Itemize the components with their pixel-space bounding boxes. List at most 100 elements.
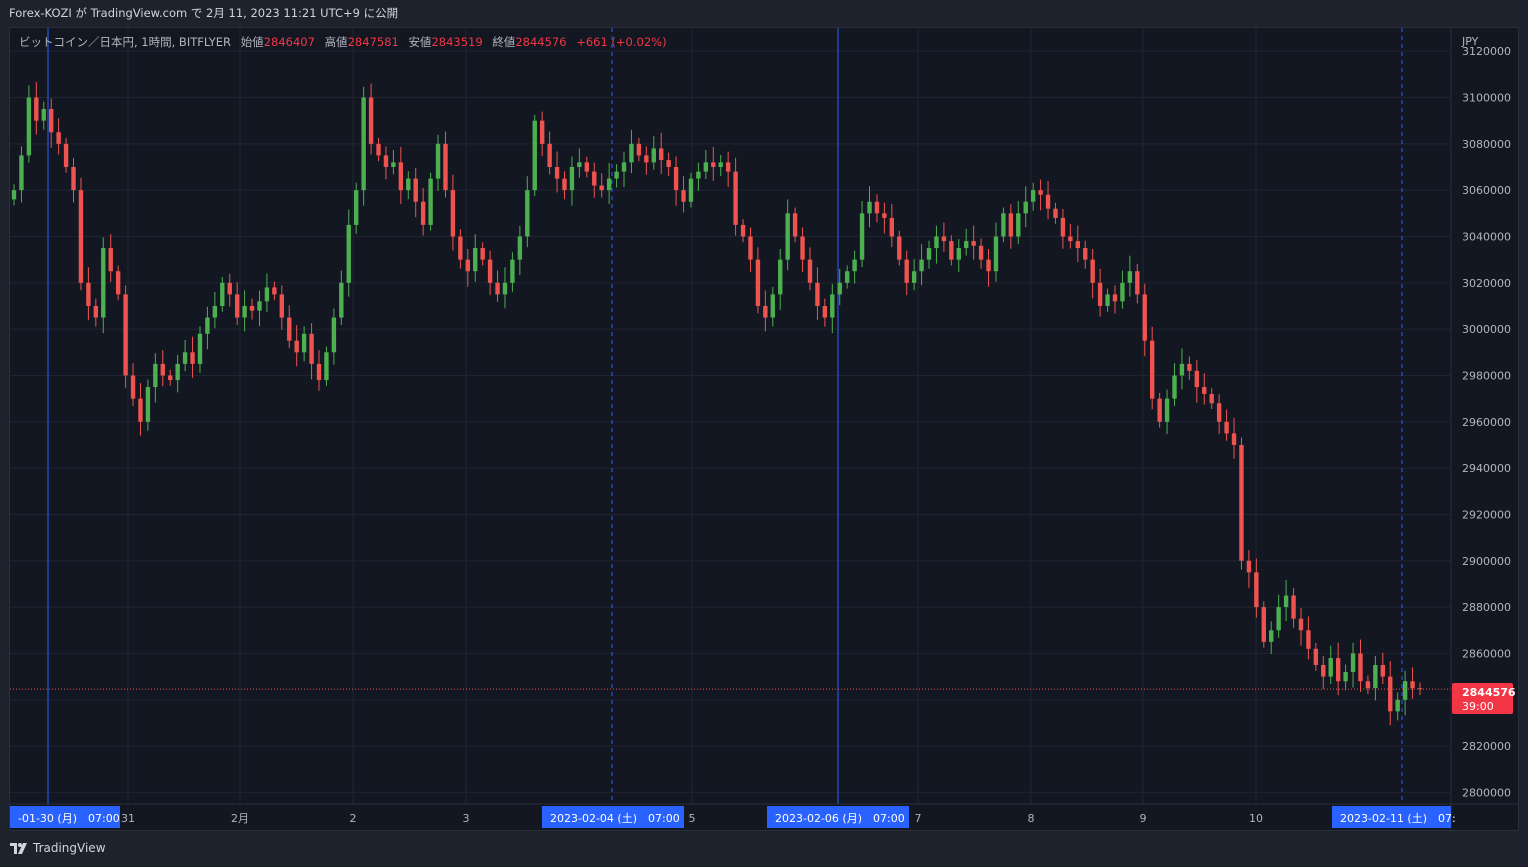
candle-body	[413, 178, 418, 202]
candle-body	[339, 282, 344, 318]
candle-body	[539, 120, 545, 144]
candle-body	[904, 259, 909, 283]
candle-body	[153, 363, 158, 388]
candle-body	[986, 259, 991, 272]
candle-body	[1276, 607, 1281, 631]
candle-body	[19, 155, 24, 191]
publish-info-bar: Forex-KOZI が TradingView.com で 2月 11, 20…	[0, 0, 1528, 27]
candle-body	[770, 294, 775, 318]
price-tick-label: 3080000	[1462, 138, 1511, 151]
countdown-value: 39:00	[1462, 700, 1494, 713]
candle-body	[681, 190, 686, 202]
candle-body	[1023, 201, 1028, 214]
time-highlight-label: 2023-02-11 (土) 07:	[1340, 812, 1456, 825]
candle-body	[1075, 241, 1080, 249]
tradingview-brand[interactable]: TradingView	[10, 841, 106, 855]
candle-body	[919, 259, 924, 272]
candle-body	[1291, 595, 1296, 619]
time-tick-label: 9	[1140, 812, 1147, 825]
candle-body	[800, 236, 805, 260]
price-tick-label: 3000000	[1462, 323, 1511, 336]
candle-body	[1209, 393, 1214, 404]
candle-body	[778, 259, 783, 295]
candle-body	[822, 305, 828, 318]
candle-body	[354, 190, 359, 225]
time-axis-highlights: -01-30 (月) 07:00 2023-02-04 (土) 07:00 2023…	[10, 806, 1456, 828]
candle-body	[748, 236, 753, 260]
candle-body	[48, 109, 54, 133]
candle-body	[212, 305, 218, 318]
candle-body	[391, 162, 396, 167]
candle-body	[420, 201, 426, 225]
tradingview-logo-icon	[10, 842, 27, 854]
candle-body	[168, 375, 173, 381]
candles	[11, 81, 1423, 726]
candle-body	[1202, 387, 1207, 394]
candle-body	[11, 190, 17, 200]
highlight-lines	[47, 28, 1403, 804]
candle-body	[443, 143, 448, 191]
candle-body	[458, 236, 463, 260]
candle-body	[874, 201, 880, 214]
candle-body	[525, 190, 530, 237]
time-tick-label: 7	[915, 812, 922, 825]
candle-body	[807, 259, 813, 283]
candle-body	[346, 224, 351, 283]
last-price-value: 2844576	[1462, 686, 1516, 699]
candle-body	[101, 248, 106, 318]
candle-body	[673, 166, 679, 191]
candle-body	[130, 375, 136, 399]
candle-body	[666, 160, 671, 167]
low-value: 2843519	[431, 35, 483, 49]
price-tick-label: 2860000	[1462, 647, 1511, 660]
candle-body	[145, 387, 151, 422]
symbol-label: ビットコイン／日本円, 1時間, BITFLYER	[19, 35, 232, 49]
footer-bar	[0, 831, 1528, 867]
candle-body	[763, 305, 768, 318]
candle-body	[287, 317, 292, 341]
chart-frame[interactable]	[9, 27, 1519, 831]
candle-body	[636, 143, 642, 156]
candle-body	[279, 294, 285, 318]
candle-body	[450, 190, 456, 237]
candle-body	[376, 143, 381, 156]
candle-body	[978, 245, 984, 260]
candle-body	[1187, 363, 1192, 371]
candle-body	[785, 213, 790, 260]
candle-body	[182, 352, 188, 364]
last-price-badge: 2844576 39:00	[1452, 683, 1516, 714]
candle-body	[34, 97, 39, 121]
candle-body	[1112, 294, 1118, 302]
grid-lines	[10, 28, 1451, 804]
candle-body	[993, 236, 999, 272]
publish-text: Forex-KOZI が TradingView.com で 2月 11, 20…	[9, 6, 399, 20]
candle-body	[1402, 681, 1408, 700]
candle-body	[1038, 190, 1043, 195]
price-tick-label: 2900000	[1462, 555, 1511, 568]
candle-body	[584, 162, 590, 172]
candle-body	[63, 143, 69, 167]
time-axis-labels: 31 2月 2 3 5 7 8 9 10	[121, 812, 1263, 825]
candle-body	[1350, 653, 1356, 672]
candle-body	[108, 248, 113, 272]
candle-body	[956, 248, 961, 260]
open-label: 始値	[240, 35, 264, 49]
candle-body	[1239, 444, 1244, 561]
candle-body	[1090, 259, 1095, 283]
candle-body	[1224, 421, 1229, 434]
time-tick-label: 31	[121, 812, 135, 825]
change-value: +661 (+0.02%)	[576, 35, 667, 49]
candle-body	[115, 271, 121, 295]
candle-body	[331, 317, 337, 353]
candle-body	[1269, 630, 1274, 642]
price-tick-label: 3020000	[1462, 277, 1511, 290]
time-highlight-badge	[542, 806, 684, 828]
candle-body	[577, 162, 582, 167]
candle-body	[383, 155, 389, 167]
time-tick-label: 10	[1249, 812, 1263, 825]
high-label: 高値	[324, 35, 348, 49]
candle-body	[406, 178, 411, 191]
close-value: 2844576	[515, 35, 567, 49]
candle-body	[1365, 681, 1371, 689]
